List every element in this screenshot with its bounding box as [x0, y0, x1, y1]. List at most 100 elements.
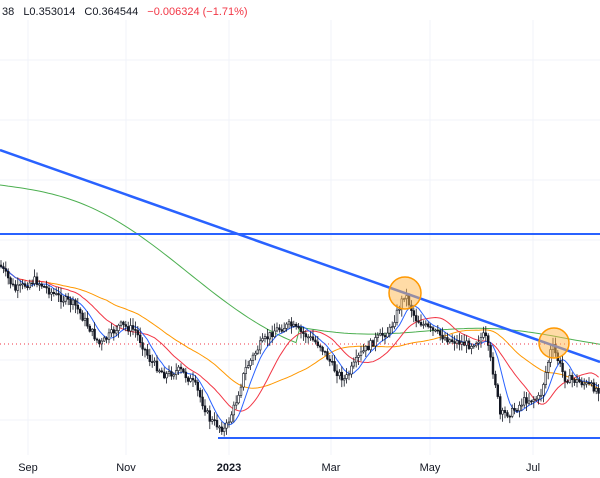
- candle: [350, 361, 353, 378]
- candle: [254, 350, 257, 361]
- x-axis-label: Jul: [526, 462, 540, 474]
- candle: [42, 284, 46, 288]
- candle: [441, 327, 444, 343]
- candle: [374, 332, 377, 352]
- candle: [278, 324, 281, 333]
- candle: [119, 320, 123, 328]
- candle: [486, 333, 490, 351]
- candle: [182, 367, 185, 374]
- candle: [223, 423, 226, 437]
- candle: [285, 322, 288, 332]
- candle: [530, 399, 533, 405]
- candle: [366, 340, 370, 351]
- candle: [146, 343, 149, 359]
- candle: [247, 360, 250, 369]
- candle: [294, 322, 298, 330]
- candle: [347, 370, 351, 381]
- candle: [67, 292, 70, 306]
- candle: [11, 278, 15, 287]
- candle: [112, 326, 116, 341]
- candle: [501, 407, 504, 422]
- candle: [62, 295, 65, 307]
- candle: [115, 325, 118, 336]
- candle: [172, 372, 175, 380]
- candle: [431, 325, 435, 337]
- highlight-circle-2[interactable]: [538, 327, 570, 359]
- candle: [258, 336, 262, 355]
- candle: [321, 345, 324, 356]
- candle: [199, 387, 202, 403]
- ohlc-legend: 38 L0.353014 C0.364544 −0.006324 (−1.71%…: [2, 6, 248, 18]
- candle: [232, 401, 235, 423]
- candle: [450, 334, 454, 345]
- candle: [76, 298, 80, 315]
- candle: [359, 345, 363, 361]
- candle: [342, 374, 346, 387]
- candle: [510, 404, 514, 419]
- candle: [594, 382, 598, 395]
- candle: [45, 280, 48, 294]
- candle: [352, 357, 355, 369]
- candle: [30, 279, 34, 288]
- candle: [38, 280, 41, 291]
- candle: [251, 352, 255, 366]
- candle: [429, 323, 432, 333]
- candle: [465, 335, 468, 354]
- drawings[interactable]: [0, 148, 600, 439]
- candle: [237, 391, 240, 405]
- candle: [28, 279, 31, 290]
- candle: [127, 321, 130, 335]
- x-axis[interactable]: Sep Nov 2023 Mar May Jul: [18, 462, 540, 474]
- candle: [314, 336, 317, 345]
- candle: [215, 414, 219, 430]
- candle: [187, 375, 190, 386]
- candle: [508, 414, 511, 424]
- candle: [393, 315, 396, 330]
- candle: [54, 287, 58, 296]
- candle: [98, 338, 101, 348]
- candle: [249, 358, 252, 370]
- candle: [436, 324, 439, 334]
- candle: [103, 335, 106, 343]
- candle: [292, 320, 295, 328]
- candle: [110, 323, 113, 338]
- candle: [52, 288, 56, 297]
- candle: [263, 333, 267, 343]
- candle: [448, 338, 451, 344]
- candle: [242, 372, 245, 391]
- candle: [414, 308, 418, 328]
- candle: [503, 406, 507, 419]
- candle: [35, 272, 39, 288]
- highlight-circle-1[interactable]: [388, 276, 422, 310]
- candle: [532, 396, 536, 409]
- descending-trendline[interactable]: [0, 148, 600, 364]
- candle: [21, 279, 24, 290]
- candle: [563, 370, 567, 389]
- candle: [534, 396, 538, 402]
- candle: [196, 379, 199, 397]
- x-axis-label: 2023: [217, 462, 241, 474]
- candle: [129, 318, 132, 337]
- candle: [443, 332, 447, 342]
- candle: [386, 327, 389, 339]
- candle: [280, 324, 283, 334]
- candle: [239, 383, 243, 399]
- candle: [424, 320, 427, 328]
- candle: [309, 331, 312, 341]
- candle: [515, 408, 519, 414]
- candle: [496, 383, 499, 399]
- candle: [100, 337, 104, 351]
- candle: [124, 320, 128, 332]
- candle: [165, 371, 168, 384]
- candle: [539, 388, 543, 402]
- candle: [318, 344, 322, 352]
- candle: [542, 382, 545, 403]
- candle: [275, 322, 279, 333]
- candle: [460, 335, 463, 351]
- candle: [220, 421, 223, 435]
- candle: [354, 349, 358, 368]
- candle: [311, 329, 315, 342]
- candle: [585, 379, 588, 388]
